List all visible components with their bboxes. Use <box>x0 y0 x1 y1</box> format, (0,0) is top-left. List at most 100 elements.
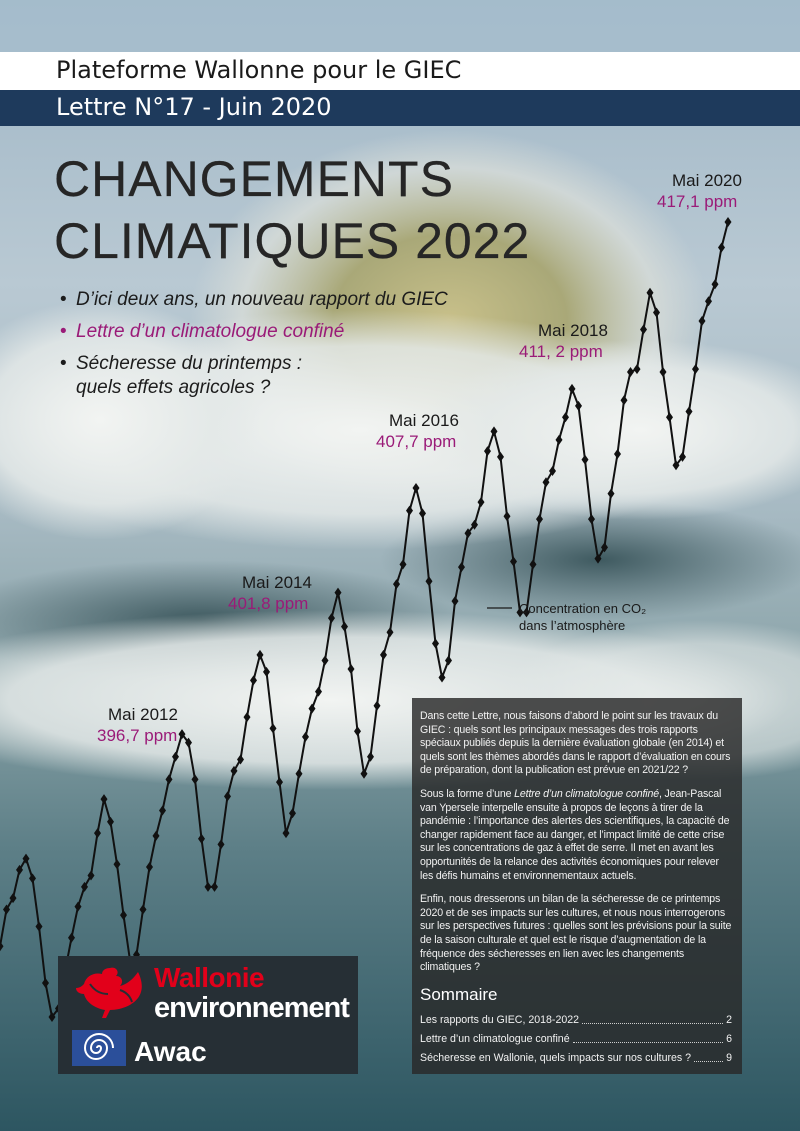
co2-data-point <box>393 579 400 590</box>
co2-data-point <box>68 932 75 943</box>
rooster-icon <box>76 967 142 1018</box>
logo-block: Wallonie environnement Awac <box>58 956 358 1074</box>
toc-label: Les rapports du GIEC, 2018-2022 <box>420 1013 580 1026</box>
co2-data-point <box>165 774 173 785</box>
co2-data-point <box>87 870 95 881</box>
co2-data-point <box>568 383 576 394</box>
highlight-line: quels effets agricoles ? <box>76 377 271 398</box>
toc-entry[interactable]: Les rapports du GIEC, 2018-2022 2 <box>420 1013 732 1027</box>
co2-data-point <box>601 542 608 553</box>
co2-data-point <box>269 723 277 734</box>
co2-data-point <box>367 751 374 762</box>
annotation-value: 396,7 ppm <box>97 726 177 745</box>
co2-data-point <box>451 596 459 607</box>
co2-data-point <box>295 768 303 779</box>
toc-label: Sécheresse en Wallonie, quels impacts su… <box>420 1051 692 1064</box>
toc-page: 9 <box>726 1051 732 1064</box>
co2-data-point <box>542 477 550 488</box>
co2-data-point <box>659 366 667 377</box>
co2-data-point <box>425 576 433 587</box>
co2-data-point <box>529 559 537 570</box>
co2-data-point <box>562 412 569 423</box>
header-subband <box>0 90 800 126</box>
annotation-date: Mai 2016 <box>389 411 459 430</box>
intro-panel: Dans cette Lettre, nous faisons d’abord … <box>412 698 742 1074</box>
co2-data-point <box>276 777 283 788</box>
intro-paragraph: Enfin, nous dresserons un bilan de la sé… <box>420 893 732 974</box>
co2-data-point <box>211 881 218 892</box>
co2-data-point <box>3 904 10 915</box>
highlight-item: D’ici deux ans, un nouveau rapport du GI… <box>60 288 448 312</box>
co2-data-point <box>373 700 381 711</box>
co2-data-point <box>588 514 595 525</box>
highlight-item: Sécheresse du printemps : quels effets ag… <box>60 352 448 400</box>
co2-data-point <box>477 497 485 508</box>
co2-data-point <box>100 794 108 805</box>
co2-data-point <box>22 853 30 864</box>
annotation-date: Mai 2018 <box>538 321 608 340</box>
toc-entry[interactable]: Sécheresse en Wallonie, quels impacts su… <box>420 1051 732 1065</box>
annotation-date: Mai 2012 <box>108 705 178 724</box>
co2-data-point <box>685 406 693 417</box>
co2-data-point <box>516 607 524 618</box>
co2-data-point <box>230 765 238 776</box>
co2-data-point <box>646 287 654 298</box>
co2-data-point <box>120 910 127 921</box>
co2-data-point <box>523 607 530 618</box>
co2-data-point <box>282 828 290 839</box>
co2-data-point <box>399 559 407 570</box>
co2-data-point <box>536 514 543 525</box>
annotation-value: 407,7 ppm <box>376 432 456 451</box>
co2-data-point <box>341 621 348 632</box>
co2-data-point <box>35 921 43 932</box>
co2-data-point <box>412 482 420 493</box>
header-band <box>0 52 800 90</box>
intro-text: Sous la forme d’une <box>420 787 515 800</box>
co2-data-point <box>497 451 504 462</box>
main-title-line1: CHANGEMENTS <box>54 151 454 207</box>
toc-page: 6 <box>726 1032 732 1045</box>
co2-data-point <box>549 465 556 476</box>
co2-data-point <box>152 830 160 841</box>
co2-data-point <box>614 448 621 459</box>
co2-data-point <box>159 805 166 816</box>
toc-leader <box>694 1060 724 1062</box>
toc-leader <box>572 1041 724 1043</box>
co2-data-point <box>718 242 725 253</box>
co2-data-point <box>711 279 719 290</box>
toc-leader <box>582 1022 724 1024</box>
intro-text: , Jean-Pascal van Ypersele interpelle en… <box>420 787 730 882</box>
co2-data-point <box>237 754 244 765</box>
co2-data-point <box>438 672 446 683</box>
co2-data-point <box>653 307 660 318</box>
main-title: CHANGEMENTS CLIMATIQUES 2022 <box>54 148 530 272</box>
sommaire-title: Sommaire <box>420 984 498 1004</box>
co2-data-point <box>139 904 147 915</box>
co2-data-point <box>620 395 628 406</box>
co2-data-point <box>432 638 439 649</box>
co2-data-point <box>0 941 4 952</box>
letter-number: Lettre N°17 - Juin 2020 <box>56 93 332 121</box>
co2-data-point <box>29 873 36 884</box>
co2-data-point <box>380 649 387 660</box>
toc-entry[interactable]: Lettre d’un climatologue confiné 6 <box>420 1032 732 1046</box>
co2-data-point <box>198 833 205 844</box>
platform-title: Plateforme Wallonne pour le GIEC <box>56 56 462 84</box>
annotation-value: 417,1 ppm <box>657 192 737 211</box>
series-label: dans l’atmosphère <box>519 618 625 633</box>
co2-data-point <box>386 627 394 638</box>
co2-data-point <box>315 686 322 697</box>
co2-data-point <box>471 519 478 530</box>
co2-data-point <box>334 587 342 598</box>
co2-data-point <box>204 881 212 892</box>
co2-data-point <box>191 774 199 785</box>
annotation-value: 411, 2 ppm <box>519 342 603 361</box>
co2-data-point <box>9 893 17 904</box>
co2-data-point <box>48 1012 56 1022</box>
co2-data-point <box>185 737 192 748</box>
co2-data-point <box>74 901 82 912</box>
spiral-icon <box>72 1030 126 1066</box>
co2-data-point <box>178 729 186 740</box>
toc-page: 2 <box>726 1013 732 1026</box>
